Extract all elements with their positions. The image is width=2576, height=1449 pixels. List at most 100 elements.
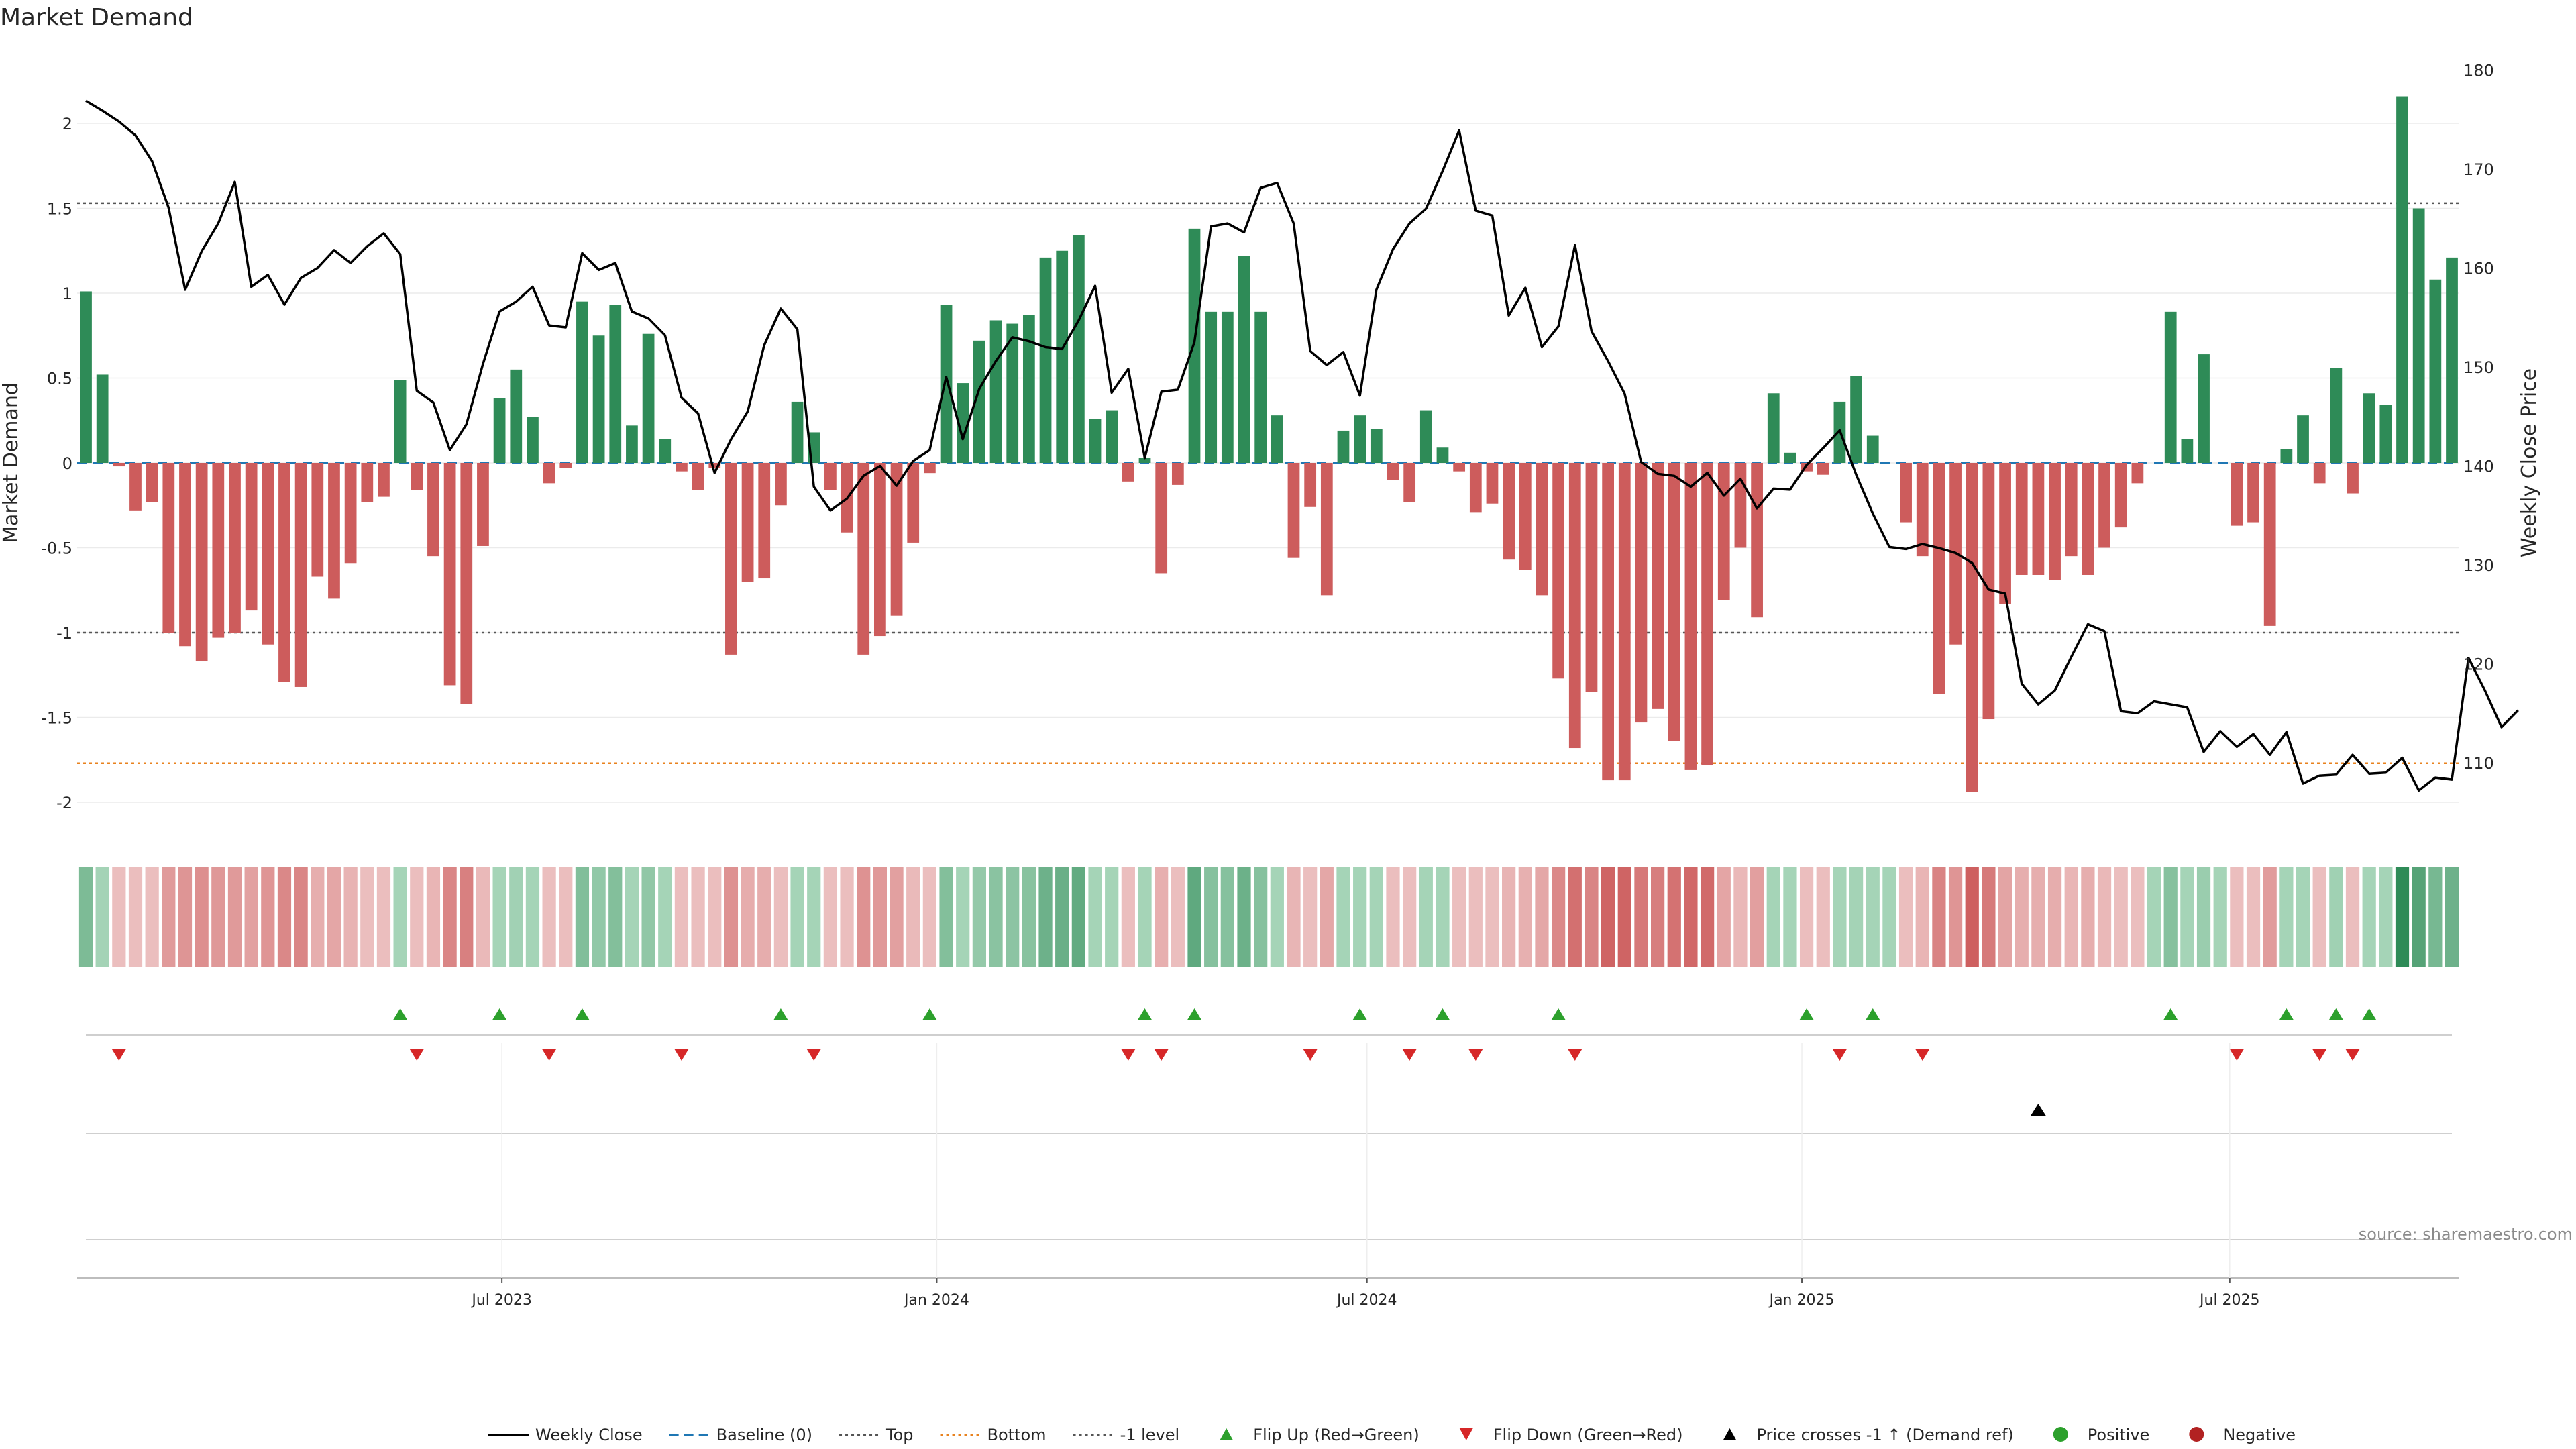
weekly-close-line xyxy=(85,99,2519,792)
flip-up-marker xyxy=(1799,1008,1815,1020)
demand-bar xyxy=(328,463,340,599)
demand-bar xyxy=(1684,463,1697,770)
demand-bar xyxy=(1089,419,1102,463)
heat-cell xyxy=(443,867,457,967)
heat-cell xyxy=(807,867,821,967)
heat-cell xyxy=(1088,867,1102,967)
demand-bar xyxy=(559,463,572,468)
demand-bar xyxy=(2313,463,2326,484)
demand-bar xyxy=(1354,415,1366,463)
heat-cell xyxy=(1386,867,1400,967)
price-cross-marker xyxy=(2030,1104,2047,1116)
heat-cell xyxy=(1320,867,1334,967)
reference-lines xyxy=(77,202,2459,765)
demand-bar xyxy=(874,463,886,637)
legend-label: Baseline (0) xyxy=(716,1426,812,1444)
heat-cell xyxy=(1733,867,1748,967)
heat-cell xyxy=(1419,867,1433,967)
heat-cell xyxy=(1452,867,1466,967)
flip-down-marker xyxy=(2229,1049,2245,1061)
demand-bar xyxy=(1999,463,2011,604)
demand-bar xyxy=(1519,463,1532,570)
right-tick-label: 150 xyxy=(2463,358,2494,377)
demand-bar xyxy=(2198,354,2210,463)
x-axis: Jul 2023 Jan 2024 Jul 2024 Jan 2025 Jul 2025 xyxy=(77,1043,2459,1309)
demand-bar xyxy=(1056,250,1069,463)
heat-cell xyxy=(890,867,904,967)
heat-cell xyxy=(1204,867,1218,967)
demand-bar xyxy=(2297,415,2309,463)
heat-cell xyxy=(178,867,193,967)
flip-down-marker xyxy=(409,1049,425,1061)
demand-bar xyxy=(708,463,721,468)
legend-item: Flip Down (Green→Red) xyxy=(1459,1426,1683,1444)
heat-cell xyxy=(1287,867,1301,967)
heat-cell xyxy=(625,867,639,967)
demand-bar xyxy=(2347,463,2359,494)
heat-cell xyxy=(2196,867,2211,967)
heat-cell xyxy=(460,867,474,967)
heat-cell xyxy=(1187,867,1201,967)
demand-bar xyxy=(857,463,870,655)
heat-cell xyxy=(1650,867,1665,967)
heat-cell xyxy=(2114,867,2128,967)
legend-item: Bottom xyxy=(940,1426,1046,1444)
left-tick-label: 2 xyxy=(62,115,72,133)
demand-bar xyxy=(2379,405,2392,463)
heat-cell xyxy=(2064,867,2078,967)
heat-cell xyxy=(410,867,424,967)
heat-cell xyxy=(2147,867,2161,967)
demand-bar xyxy=(2049,463,2061,580)
demand-bar xyxy=(2032,463,2045,575)
heat-cell xyxy=(1816,867,1830,967)
heat-cell xyxy=(1518,867,1532,967)
heat-cell xyxy=(906,867,920,967)
legend-item: Weekly Close xyxy=(488,1426,643,1444)
flip-down-marker xyxy=(1402,1049,1417,1061)
flip-down-marker xyxy=(2312,1049,2327,1061)
flip-down-marker xyxy=(1120,1049,1136,1061)
heat-cell xyxy=(1717,867,1731,967)
demand-bar xyxy=(1652,463,1664,709)
demand-bar xyxy=(195,463,208,662)
price-cross-markers xyxy=(2030,1104,2047,1116)
heat-cell xyxy=(311,867,325,967)
heat-cell xyxy=(575,867,590,967)
legend-swatch xyxy=(1723,1428,1737,1440)
demand-bar xyxy=(1072,235,1085,463)
heat-cell xyxy=(1617,867,1631,967)
demand-bar xyxy=(2098,463,2110,548)
heat-cell xyxy=(1833,867,1847,967)
heat-cell xyxy=(724,867,739,967)
heat-cell xyxy=(1270,867,1284,967)
right-tick-label: 180 xyxy=(2463,62,2494,80)
demand-bar xyxy=(741,463,754,582)
demand-bar xyxy=(245,463,258,611)
demand-bar xyxy=(1486,463,1499,504)
demand-bar xyxy=(1106,410,1118,463)
heat-cell xyxy=(773,867,788,967)
demand-bar xyxy=(1916,463,1929,557)
heat-cell xyxy=(1038,867,1053,967)
heat-cell xyxy=(2047,867,2062,967)
demand-bar xyxy=(1602,463,1614,781)
heat-cell xyxy=(1171,867,1185,967)
demand-bar xyxy=(1850,376,1862,463)
demand-bar xyxy=(576,301,588,463)
heat-cell xyxy=(2163,867,2178,967)
demand-bar xyxy=(824,463,837,490)
legend-item: Top xyxy=(839,1426,914,1444)
heat-cell xyxy=(1750,867,1764,967)
flip-up-marker xyxy=(1187,1008,1202,1020)
demand-bar xyxy=(1403,463,1416,502)
heat-cell xyxy=(2230,867,2244,967)
heat-cell xyxy=(1155,867,1169,967)
heat-cell xyxy=(476,867,490,967)
heat-cell xyxy=(2296,867,2310,967)
main-panel: -2 -1.5 -1 -0.5 0 0.5 1 1.5 2 110 120 130 140 150 160… xyxy=(0,62,2541,813)
heat-cell xyxy=(244,867,258,967)
demand-bar xyxy=(1304,463,1317,507)
demand-bar xyxy=(758,463,771,579)
heat-cell xyxy=(2395,867,2410,967)
